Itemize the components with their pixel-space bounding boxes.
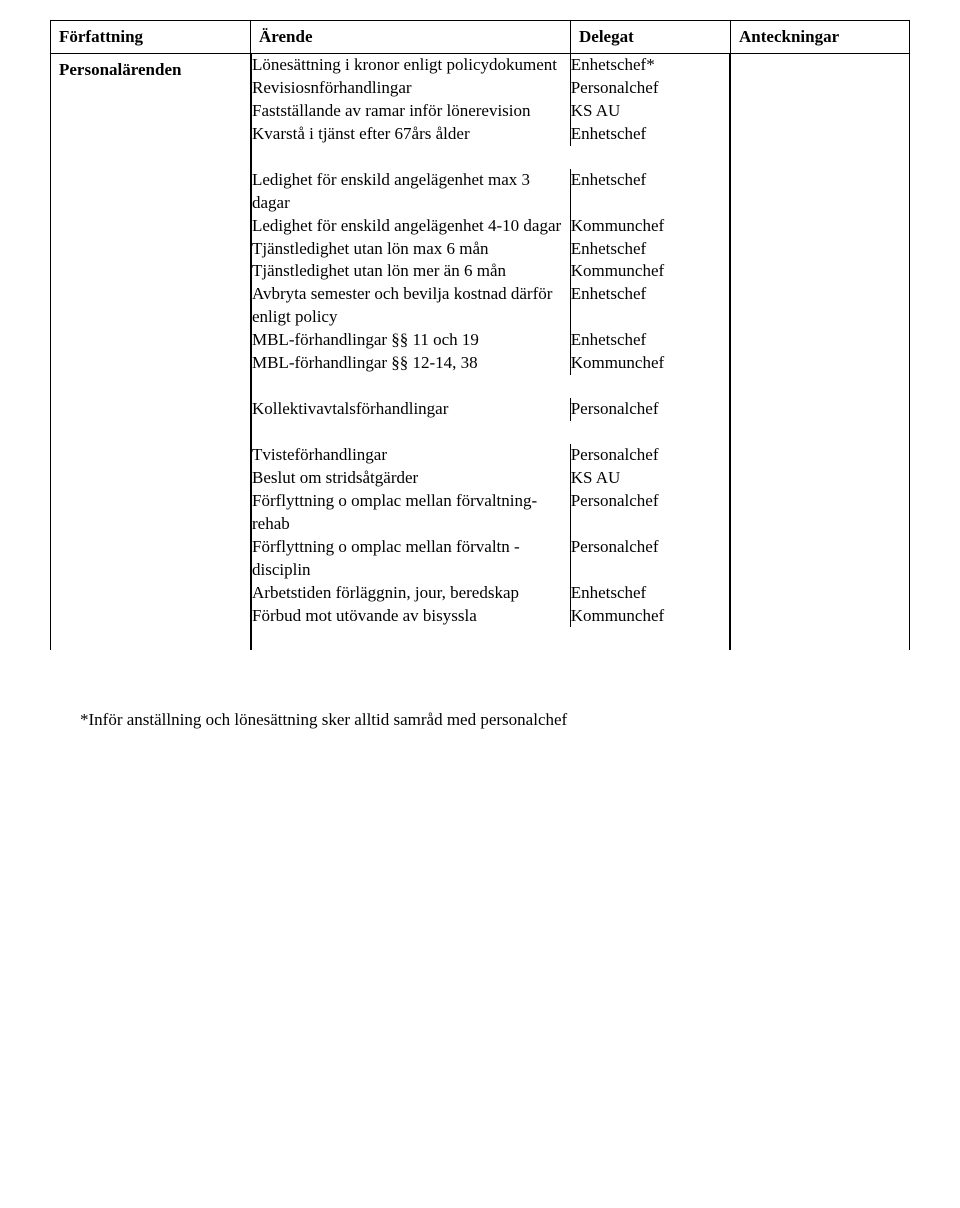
table-row: Lönesättning i kronor enligt policydokum… xyxy=(252,54,730,77)
delegat-cell: Enhetschef xyxy=(570,238,729,261)
table-row: Kvarstå i tjänst efter 67års ålderEnhets… xyxy=(252,123,730,146)
arende-cell: Avbryta semester och bevilja kostnad där… xyxy=(252,283,571,329)
arende-cell: Ledighet för enskild angelägenhet max 3 … xyxy=(252,169,571,215)
arende-cell: MBL-förhandlingar §§ 11 och 19 xyxy=(252,329,571,352)
arende-cell: Fastställande av ramar inför lönerevisio… xyxy=(252,100,571,123)
delegat-cell: KS AU xyxy=(570,467,729,490)
header-forfattning: Författning xyxy=(51,21,251,54)
table-row: Beslut om stridsåtgärderKS AU xyxy=(252,467,730,490)
delegation-table: Författning Ärende Delegat Anteckningar … xyxy=(50,20,910,650)
delegat-cell: Enhetschef xyxy=(570,582,729,605)
table-row: Förbud mot utövande av bisysslaKommunche… xyxy=(252,605,730,628)
table-row: MBL-förhandlingar §§ 11 och 19Enhetschef xyxy=(252,329,730,352)
delegat-cell: Kommunchef xyxy=(570,215,729,238)
table-row: Fastställande av ramar inför lönerevisio… xyxy=(252,100,730,123)
spacer-row xyxy=(252,421,730,444)
table-row: Tjänstledighet utan lön mer än 6 månKomm… xyxy=(252,260,730,283)
delegat-cell: Enhetschef xyxy=(570,169,729,215)
arende-cell: Tjänstledighet utan lön max 6 mån xyxy=(252,238,571,261)
delegat-cell: Enhetschef xyxy=(570,329,729,352)
table-row: Förflyttning o omplac mellan förvaltn - … xyxy=(252,536,730,582)
delegat-cell: Personalchef xyxy=(570,398,729,421)
table-row: Ledighet för enskild angelägenhet 4-10 d… xyxy=(252,215,730,238)
arende-cell: Arbetstiden förläggnin, jour, beredskap xyxy=(252,582,571,605)
arende-cell: Kvarstå i tjänst efter 67års ålder xyxy=(252,123,571,146)
delegat-cell: Kommunchef xyxy=(570,260,729,283)
section-title: Personalärenden xyxy=(51,54,250,86)
table-row: TvisteförhandlingarPersonalchef xyxy=(252,444,730,467)
table-body-row: Personalärenden Lönesättning i kronor en… xyxy=(51,54,910,651)
delegat-cell: KS AU xyxy=(570,100,729,123)
arende-cell: Kollektivavtalsförhandlingar xyxy=(252,398,571,421)
header-anteckningar: Anteckningar xyxy=(731,21,910,54)
arende-cell: Tjänstledighet utan lön mer än 6 mån xyxy=(252,260,571,283)
inner-table: Lönesättning i kronor enligt policydokum… xyxy=(251,54,730,650)
delegat-cell: Personalchef xyxy=(570,77,729,100)
arende-cell: Lönesättning i kronor enligt policydokum… xyxy=(252,54,571,77)
table-row: RevisiosnförhandlingarPersonalchef xyxy=(252,77,730,100)
delegat-cell: Personalchef xyxy=(570,490,729,536)
delegat-cell: Kommunchef xyxy=(570,352,729,375)
delegat-cell: Personalchef xyxy=(570,444,729,467)
table-header-row: Författning Ärende Delegat Anteckningar xyxy=(51,21,910,54)
table-row: MBL-förhandlingar §§ 12-14, 38Kommunchef xyxy=(252,352,730,375)
arende-cell: Förflyttning o omplac mellan förvaltn - … xyxy=(252,536,571,582)
arende-cell: Beslut om stridsåtgärder xyxy=(252,467,571,490)
delegat-cell: Kommunchef xyxy=(570,605,729,628)
spacer-row xyxy=(252,146,730,169)
header-arende: Ärende xyxy=(251,21,571,54)
table-row: Tjänstledighet utan lön max 6 månEnhetsc… xyxy=(252,238,730,261)
arende-cell: Förbud mot utövande av bisyssla xyxy=(252,605,571,628)
footnote: *Inför anställning och lönesättning sker… xyxy=(50,710,910,730)
arende-cell: Förflyttning o omplac mellan förvaltning… xyxy=(252,490,571,536)
spacer-row xyxy=(252,375,730,398)
delegat-cell: Enhetschef xyxy=(570,283,729,329)
table-row: Avbryta semester och bevilja kostnad där… xyxy=(252,283,730,329)
spacer-row xyxy=(252,627,730,650)
arende-cell: Ledighet för enskild angelägenhet 4-10 d… xyxy=(252,215,571,238)
delegat-cell: Personalchef xyxy=(570,536,729,582)
delegat-cell: Enhetschef* xyxy=(570,54,729,77)
delegat-cell: Enhetschef xyxy=(570,123,729,146)
arende-cell: MBL-förhandlingar §§ 12-14, 38 xyxy=(252,352,571,375)
table-row: KollektivavtalsförhandlingarPersonalchef xyxy=(252,398,730,421)
table-row: Arbetstiden förläggnin, jour, beredskapE… xyxy=(252,582,730,605)
table-row: Förflyttning o omplac mellan förvaltning… xyxy=(252,490,730,536)
arende-cell: Revisiosnförhandlingar xyxy=(252,77,571,100)
arende-cell: Tvisteförhandlingar xyxy=(252,444,571,467)
header-delegat: Delegat xyxy=(571,21,731,54)
table-row: Ledighet för enskild angelägenhet max 3 … xyxy=(252,169,730,215)
